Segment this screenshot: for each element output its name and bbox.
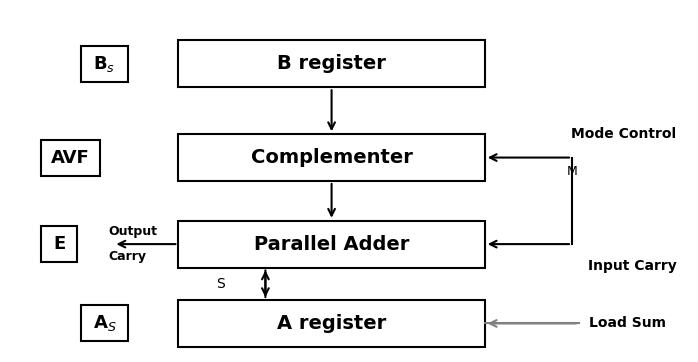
Text: Mode Control: Mode Control (571, 127, 676, 141)
Bar (81, 306, 128, 341)
Bar (178, 134, 485, 181)
Text: Carry: Carry (109, 250, 147, 263)
Bar (41, 226, 77, 262)
Bar (81, 46, 128, 82)
Bar (41, 139, 101, 176)
Text: A register: A register (277, 314, 386, 333)
Text: Output: Output (109, 225, 158, 238)
Text: Parallel Adder: Parallel Adder (254, 235, 409, 254)
Bar (178, 221, 485, 268)
Text: Complementer: Complementer (251, 148, 413, 167)
Text: B register: B register (277, 54, 386, 73)
Text: E: E (53, 235, 66, 253)
Text: A$_S$: A$_S$ (93, 313, 117, 333)
Text: M: M (567, 165, 577, 178)
Bar (178, 300, 485, 347)
Bar (178, 40, 485, 87)
Text: B$_s$: B$_s$ (94, 54, 116, 74)
Text: Load Sum: Load Sum (589, 316, 667, 331)
Text: AVF: AVF (52, 148, 90, 167)
Text: S: S (216, 277, 225, 291)
Text: Input Carry: Input Carry (588, 258, 676, 273)
